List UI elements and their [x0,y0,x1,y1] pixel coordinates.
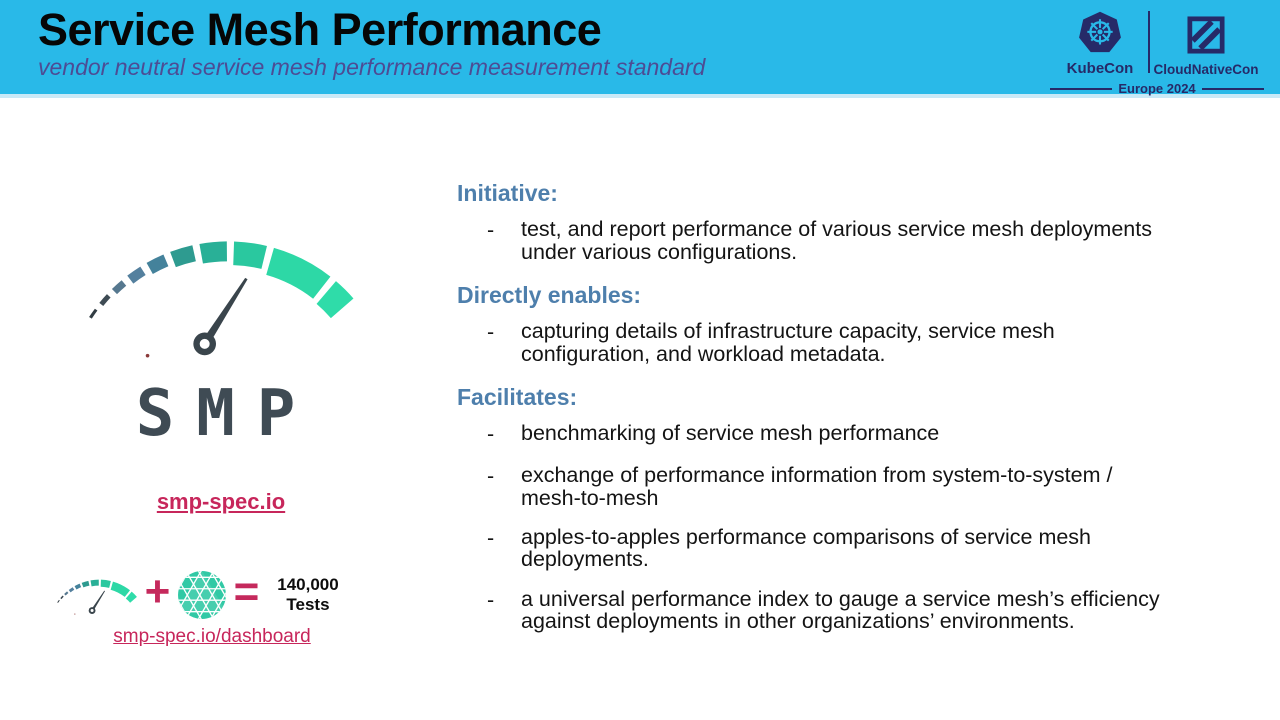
section-heading: Initiative: [457,180,558,206]
smp-logotype: SMP [135,377,318,451]
section-initiative: Initiative: - test, and report performan… [457,180,1177,263]
equals-icon: = [233,567,260,616]
list-item: - capturing details of infrastructure ca… [457,320,1177,365]
bullet-text: benchmarking of service mesh performance [521,421,940,446]
site-link-wrap: smp-spec.io [85,489,357,515]
section-heading: Directly enables: [457,282,642,309]
dashboard-link[interactable]: smp-spec.io/dashboard [113,626,311,647]
event-name-row: Europe 2024 [1050,81,1265,96]
list-item: - benchmarking of service mesh performan… [457,422,1177,447]
bullet-marker: - [487,464,495,489]
dashboard-link-wrap: smp-spec.io/dashboard [66,626,358,648]
cloudnativecon-brand: CloudNativeCon [1150,8,1262,77]
bullet-marker: - [487,526,495,551]
bullet-text: capturing details of infrastructure capa… [521,319,1055,366]
kubecon-label: KubeCon [1066,60,1134,77]
section-facilitates: Facilitates: - benchmarking of service m… [457,384,1177,633]
page-title: Service Mesh Performance [38,4,602,55]
tests-count: 140,000 Tests [266,575,350,615]
kubecon-brand: KubeCon [1052,8,1148,77]
tests-count-label: Tests [286,595,330,614]
gauge-small-icon [57,579,137,615]
smp-gauge-icon [89,241,354,358]
plus-icon: + [144,567,171,616]
brand-logos: KubeCon CloudNativeCon [1050,8,1264,77]
bullet-text: a universal performance index to gauge a… [521,586,1160,634]
header-text: Service Mesh Performance vendor neutral … [0,0,705,94]
list-item: - exchange of performance information fr… [457,464,1177,509]
kubecon-helm-wheel-icon [1077,8,1123,58]
bullet-marker: - [487,422,495,447]
header-banner: Service Mesh Performance vendor neutral … [0,0,1280,98]
bullet-text: apples-to-apples performance comparisons… [521,525,1092,572]
bullet-marker: - [487,320,495,345]
content-column: Initiative: - test, and report performan… [457,180,1177,649]
event-name: Europe 2024 [1118,81,1196,96]
list-item: - test, and report performance of variou… [457,218,1177,263]
cloudnativecon-cube-icon [1187,10,1225,60]
cloudnativecon-label: CloudNativeCon [1153,62,1259,77]
meshery-icon [178,571,226,619]
section-heading: Facilitates: [457,384,578,411]
list-item: - a universal performance index to gauge… [457,588,1177,633]
bullet-marker: - [487,587,495,612]
page-subtitle: vendor neutral service mesh performance … [38,54,706,81]
smp-spec-link[interactable]: smp-spec.io [156,489,286,514]
section-directly-enables: Directly enables: - capturing details of… [457,282,1177,365]
bullet-marker: - [487,218,495,243]
bullet-text: test, and report performance of various … [521,217,1152,264]
bullet-text: exchange of performance information from… [521,463,1113,510]
event-line-left [1050,87,1113,90]
tests-count-value: 140,000 [277,574,339,594]
event-line-right [1201,87,1265,90]
list-item: - apples-to-apples performance compariso… [457,526,1177,571]
event-branding: KubeCon CloudNativeCon Europ [1050,8,1265,96]
tests-equation: + = 140,000 Tests [56,566,350,624]
brand-divider [1148,11,1150,73]
